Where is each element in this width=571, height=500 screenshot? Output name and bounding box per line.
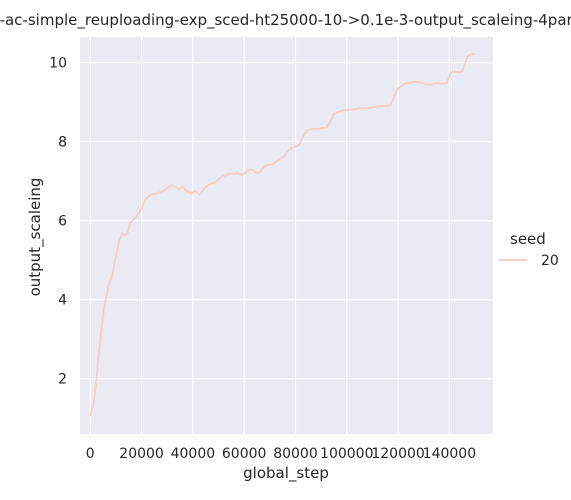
plot-area xyxy=(80,37,493,434)
x-tick-label: 140000 xyxy=(423,446,476,462)
grid xyxy=(80,37,493,434)
y-tick-label: 6 xyxy=(58,214,67,230)
series-line-20 xyxy=(89,53,475,417)
y-tick-label: 2 xyxy=(58,372,67,388)
x-tick-label: 80000 xyxy=(273,446,318,462)
series-layer xyxy=(89,53,475,417)
legend-label-20: 20 xyxy=(541,253,559,269)
y-tick-label: 10 xyxy=(49,56,67,72)
x-axis-title: global_step xyxy=(243,464,329,483)
x-tick-label: 20000 xyxy=(119,446,164,462)
x-tick-label: 100000 xyxy=(320,446,373,462)
y-tick-label: 4 xyxy=(58,293,67,309)
x-tick-label: 0 xyxy=(86,446,95,462)
x-tick-label: 120000 xyxy=(371,446,424,462)
x-tick-label: 60000 xyxy=(222,446,267,462)
y-tick-label: 8 xyxy=(58,135,67,151)
legend-title: seed xyxy=(510,230,546,248)
x-tick-label: 40000 xyxy=(171,446,216,462)
legend: seed 20 xyxy=(499,230,559,269)
chart-title: o-ac-simple_reuploading-exp_sced-ht25000… xyxy=(0,11,571,30)
y-axis-title: output_scaleing xyxy=(26,178,45,297)
